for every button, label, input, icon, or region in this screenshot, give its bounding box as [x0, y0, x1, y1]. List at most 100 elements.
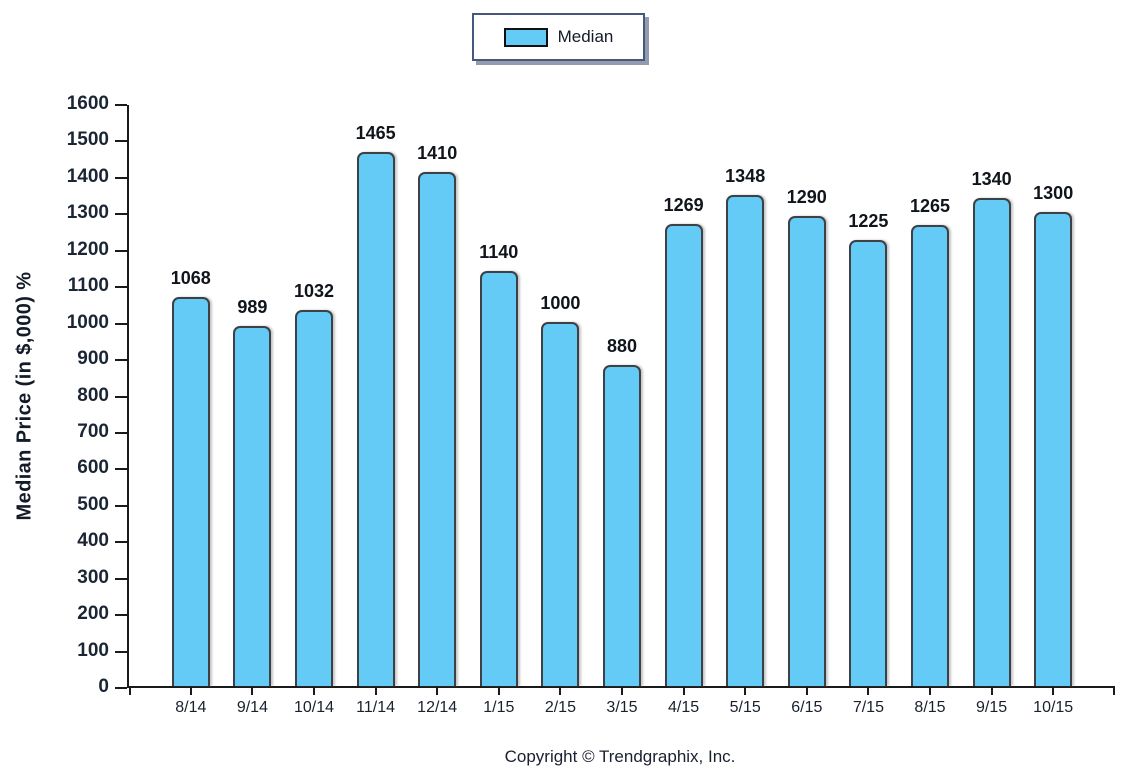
x-axis-tick-label: 4/15: [668, 699, 700, 716]
y-axis-tick: [115, 577, 127, 580]
y-axis-tick-label: 1600: [66, 92, 109, 114]
x-axis-tick-label: 12/14: [417, 699, 458, 716]
bar-value-label: 989: [237, 296, 268, 317]
bar-value-label: 1300: [1033, 183, 1074, 204]
y-axis-tick: [115, 614, 127, 617]
bar-5-15: [726, 194, 765, 686]
legend-swatch-median: [503, 27, 548, 47]
y-axis-tick-label: 1300: [66, 202, 109, 224]
y-axis-tick-label: 0: [98, 675, 109, 697]
bar-value-label: 1269: [663, 194, 704, 215]
x-axis-tick-label: 9/15: [976, 699, 1008, 716]
y-axis-tick: [115, 176, 127, 179]
y-axis-tick-label: 200: [77, 603, 109, 625]
y-axis-title: Median Price (in $,000) %: [13, 271, 36, 521]
x-axis-tick: [313, 686, 315, 695]
y-axis-tick-label: 1400: [66, 165, 109, 187]
plot-area: 0 100 200 300 400 500 600 700 800 900 1000 1100 1200…: [67, 93, 1115, 716]
x-axis-tick-label: 7/15: [852, 699, 884, 716]
bar-8-14: [171, 296, 210, 686]
x-axis-tick: [374, 686, 377, 695]
bar-value-label: 1265: [909, 196, 951, 217]
bar-value-label: 1465: [355, 123, 396, 144]
x-axis-tick: [744, 686, 747, 695]
y-axis-tick: [115, 140, 127, 143]
x-axis-tick-label: 10/14: [293, 699, 335, 716]
x-axis-tick: [805, 686, 808, 695]
x-axis-tick: [990, 686, 993, 695]
bar-10-14: [295, 309, 333, 686]
x-axis-tick: [1052, 686, 1055, 695]
y-axis-tick: [115, 541, 127, 544]
y-axis-tick-label: 800: [77, 384, 109, 406]
bar-6-15: [787, 215, 826, 686]
y-axis-tick-label: 1000: [66, 311, 109, 333]
bar-value-label: 1290: [786, 186, 827, 207]
x-axis-tick: [559, 686, 562, 695]
y-axis-tick-label: 500: [77, 493, 109, 515]
x-axis-tick-label: 9/14: [236, 699, 268, 716]
x-axis-tick-label: 8/15: [914, 699, 946, 716]
bar-value-label: 1140: [479, 241, 519, 262]
x-axis-tick-label: 3/15: [606, 699, 638, 716]
x-axis-tick: [251, 686, 254, 695]
y-axis-tick-label: 900: [77, 347, 109, 369]
bar-value-label: 1340: [971, 168, 1012, 189]
x-axis-tick: [436, 686, 439, 695]
bar-value-label: 1032: [293, 280, 335, 301]
bar-7-15: [849, 239, 888, 686]
bar-1-15: [479, 270, 518, 686]
bar-value-label: 1348: [725, 165, 766, 186]
bar-9-15: [972, 197, 1011, 686]
x-axis-tick-label: 8/14: [175, 699, 207, 716]
x-axis-tick: [929, 686, 931, 695]
bar-value-label: 1068: [170, 267, 211, 288]
y-axis-tick-label: 100: [77, 639, 109, 661]
y-axis-tick-label: 1500: [66, 129, 109, 151]
legend: Median: [472, 13, 645, 61]
bar-value-label: 1225: [848, 210, 889, 231]
bar-value-label: 1410: [417, 143, 458, 164]
bar-value-label: 1000: [540, 292, 581, 313]
y-axis-tick: [115, 468, 127, 471]
y-axis-tick: [115, 249, 127, 252]
x-axis-tick: [189, 686, 192, 695]
bar-12-14: [418, 172, 457, 686]
y-axis-tick: [115, 322, 127, 325]
x-axis-tick-label: 5/15: [729, 699, 761, 716]
y-axis-tick-label: 1200: [66, 238, 109, 260]
x-axis-tick: [682, 686, 685, 695]
x-axis-end-tick: [129, 686, 131, 695]
y-axis-tick-label: 1100: [67, 275, 109, 297]
y-axis-tick: [115, 504, 127, 507]
legend-label: Median: [557, 27, 614, 46]
bar-11-14: [356, 152, 395, 686]
x-axis-tick-label: 10/15: [1033, 699, 1074, 716]
x-axis-end-tick: [1113, 686, 1115, 695]
y-axis-tick-label: 400: [77, 530, 109, 552]
bar-4-15: [664, 223, 703, 686]
y-axis-tick: [115, 650, 127, 653]
x-axis-tick-label: 11/14: [356, 699, 396, 716]
y-axis-tick: [115, 687, 127, 689]
y-axis-tick: [115, 104, 127, 106]
y-axis-tick: [115, 213, 127, 216]
y-axis-tick-label: 600: [77, 457, 109, 479]
x-axis-tick: [621, 686, 623, 695]
x-axis-tick-label: 6/15: [791, 699, 823, 716]
y-axis-tick: [115, 395, 127, 398]
bar-value-label: 880: [606, 336, 638, 357]
x-axis-tick: [497, 686, 500, 695]
y-axis-tick: [115, 286, 127, 289]
bar-9-14: [233, 325, 272, 686]
y-axis-tick-label: 700: [77, 420, 109, 442]
x-axis-tick-label: 2/15: [544, 699, 576, 716]
x-axis-tick-label: 1/15: [483, 699, 515, 716]
bar-3-15: [603, 365, 641, 686]
copyright-text: Copyright © Trendgraphix, Inc.: [504, 747, 736, 766]
bar-8-15: [911, 225, 949, 686]
y-axis-tick: [115, 431, 127, 434]
x-axis-tick: [867, 686, 870, 695]
y-axis-tick: [115, 359, 127, 362]
